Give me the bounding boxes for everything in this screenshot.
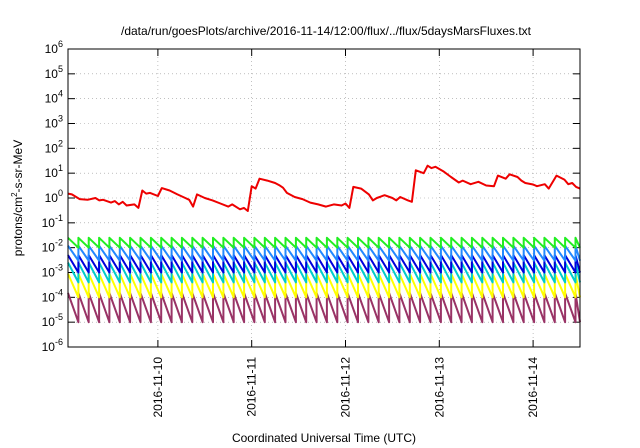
y-axis-ticks: 10-610-510-410-310-210-11001011021031041…: [42, 39, 580, 354]
y-tick-label: 103: [45, 114, 63, 131]
y-axis-label-rest: -s-sr-MeV: [11, 140, 25, 193]
x-tick-label: 2016-11-13: [432, 357, 446, 418]
chart-title: /data/run/goesPlots/archive/2016-11-14/1…: [121, 24, 532, 38]
x-tick-label: 2016-11-10: [151, 357, 165, 418]
y-tick-exponent: 4: [58, 89, 63, 99]
y-tick-exponent: -4: [55, 287, 63, 297]
y-tick-base: 10: [45, 92, 59, 106]
y-tick-base: 10: [42, 315, 56, 329]
x-axis-label: Coordinated Universal Time (UTC): [232, 431, 416, 445]
series-line: [67, 236, 581, 249]
y-tick-exponent: 2: [58, 138, 63, 148]
y-tick-base: 10: [45, 166, 59, 180]
y-tick-exponent: -5: [55, 312, 63, 322]
y-tick-exponent: 1: [58, 163, 63, 173]
y-tick-base: 10: [45, 117, 59, 131]
y-tick-label: 10-4: [42, 287, 63, 304]
series-line: [67, 272, 581, 299]
y-tick-label: 106: [45, 39, 63, 56]
plot-frame: [67, 48, 581, 348]
y-tick-label: 102: [45, 138, 63, 155]
y-tick-label: 104: [45, 89, 63, 106]
y-tick-exponent: 0: [58, 188, 63, 198]
y-tick-exponent: -3: [55, 263, 63, 273]
x-tick-label: 2016-11-14: [526, 357, 540, 418]
series-line: [67, 292, 581, 324]
y-tick-exponent: -1: [55, 213, 63, 223]
series-lines: [67, 164, 581, 324]
y-axis-label-main: protons/cm: [11, 197, 25, 256]
y-tick-label: 10-3: [42, 263, 63, 280]
x-tick-label: 2016-11-12: [338, 357, 352, 418]
y-tick-base: 10: [45, 42, 59, 56]
y-tick-label: 10-1: [42, 213, 63, 230]
y-tick-exponent: -2: [55, 238, 63, 248]
y-tick-exponent: 6: [58, 39, 63, 49]
series-line: [67, 254, 581, 274]
y-tick-label: 10-6: [42, 337, 63, 354]
y-tick-label: 101: [45, 163, 63, 180]
x-tick-label: 2016-11-11: [245, 357, 259, 417]
y-tick-exponent: -6: [55, 337, 63, 347]
y-tick-exponent: 3: [58, 114, 63, 124]
x-axis-ticks: 2016-11-10 2016-11-11 2016-11-12 2016-11-13…: [151, 49, 540, 418]
y-tick-label: 10-2: [42, 238, 63, 255]
y-tick-label: 105: [45, 64, 63, 81]
series-line: [67, 244, 581, 262]
y-tick-base: 10: [45, 141, 59, 155]
y-tick-base: 10: [42, 216, 56, 230]
y-tick-base: 10: [42, 241, 56, 255]
y-tick-base: 10: [42, 266, 56, 280]
y-axis-label-sup: 2: [10, 192, 19, 197]
y-axis-label: protons/cm2-s-sr-MeV: [10, 140, 25, 256]
y-tick-exponent: 5: [58, 64, 63, 74]
y-tick-base: 10: [45, 191, 59, 205]
series-line: [67, 164, 581, 212]
y-tick-base: 10: [42, 340, 56, 354]
y-tick-base: 10: [42, 290, 56, 304]
y-tick-label: 10-5: [42, 312, 63, 329]
y-tick-label: 100: [45, 188, 63, 205]
grid-lines: [68, 49, 580, 347]
y-tick-base: 10: [45, 67, 59, 81]
